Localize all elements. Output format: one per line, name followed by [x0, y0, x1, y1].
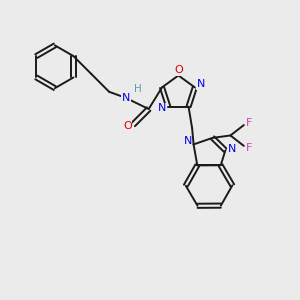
Text: N: N: [158, 103, 166, 113]
Text: H: H: [134, 84, 142, 94]
Text: O: O: [123, 121, 132, 131]
Text: F: F: [246, 143, 252, 153]
Text: N: N: [184, 136, 192, 146]
Text: N: N: [122, 93, 130, 103]
Text: N: N: [196, 80, 205, 89]
Text: N: N: [228, 144, 236, 154]
Text: F: F: [246, 118, 252, 128]
Text: O: O: [174, 65, 183, 75]
